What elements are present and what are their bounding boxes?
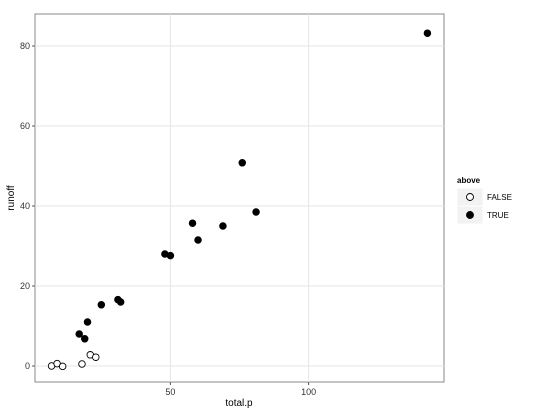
data-point-true (423, 29, 432, 37)
data-point-true (166, 251, 175, 260)
data-point-true (194, 236, 202, 244)
data-point-false (78, 360, 86, 368)
y-tick-label: 80 (20, 41, 30, 51)
y-tick-label: 40 (20, 201, 30, 211)
data-point-true (97, 301, 106, 309)
grid-lines (35, 14, 444, 382)
legend-label-false: FALSE (487, 193, 512, 202)
x-tick-label: 50 (165, 387, 175, 397)
legend-label-true: TRUE (487, 211, 509, 220)
data-point-true (238, 159, 247, 167)
data-point-false (58, 362, 67, 371)
data-point-true (188, 219, 197, 227)
data-points (47, 29, 432, 371)
data-point-true (252, 208, 260, 216)
data-point-true (219, 222, 227, 230)
y-tick-label: 0 (25, 361, 30, 371)
data-point-true (83, 318, 92, 326)
x-axis-title: total.p (225, 398, 253, 409)
data-point-true (75, 330, 83, 338)
legend-title: above (457, 176, 481, 185)
y-tick-label: 20 (20, 281, 30, 291)
y-axis-title: runoff (6, 185, 17, 211)
legend-marker-true (466, 211, 474, 219)
plot-panel (34, 13, 445, 383)
data-point-false (92, 353, 100, 361)
legend-items: FALSE TRUE (456, 187, 512, 225)
y-tick-label: 60 (20, 121, 30, 131)
legend: above FALSE TRUE (456, 176, 512, 225)
data-point-true (116, 298, 125, 306)
legend-marker-false (466, 193, 474, 201)
axis-ticks: 50 100 0 20 40 60 80 (20, 41, 316, 397)
data-point-true (80, 335, 89, 343)
x-tick-label: 100 (301, 387, 316, 397)
